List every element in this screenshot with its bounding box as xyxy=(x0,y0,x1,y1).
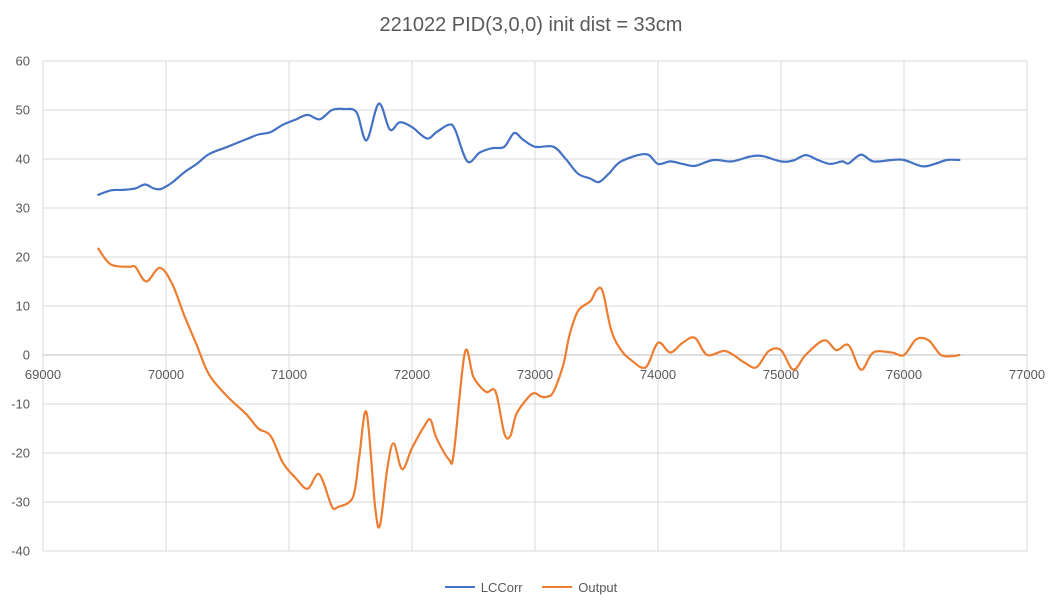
legend-item-lccorr: LCCorr xyxy=(444,579,523,595)
y-tick-label: -30 xyxy=(11,495,30,510)
y-tick-label: 60 xyxy=(16,54,30,69)
series-line-lccorr xyxy=(97,102,961,196)
tick-labels: -40 -30 -20 -10 0 10 20 30 40 50 60 69000 70000 71000… xyxy=(11,54,1045,559)
y-tick-label: -10 xyxy=(11,397,30,412)
x-tick-label: 70000 xyxy=(148,367,184,382)
legend-swatch-output xyxy=(542,586,573,588)
legend: LCCorr Output xyxy=(0,576,1062,595)
x-tick-label: 76000 xyxy=(886,367,922,382)
legend-label-output: Output xyxy=(578,579,618,595)
series-line-output xyxy=(97,247,961,529)
y-tick-label: 0 xyxy=(23,348,30,363)
x-tick-label: 75000 xyxy=(763,367,799,382)
y-tick-label: 20 xyxy=(16,250,30,265)
x-tick-label: 73000 xyxy=(517,367,553,382)
x-tick-label: 74000 xyxy=(640,367,676,382)
legend-item-output: Output xyxy=(542,580,617,595)
legend-label-lccorr: LCCorr xyxy=(480,579,523,595)
grid-lines xyxy=(42,60,1028,552)
chart-title: 221022 PID(3,0,0) init dist = 33cm xyxy=(379,14,683,36)
y-tick-label: -40 xyxy=(11,544,30,559)
y-tick-label: -20 xyxy=(11,446,30,461)
y-tick-label: 40 xyxy=(16,152,30,167)
x-tick-label: 69000 xyxy=(25,367,61,382)
x-tick-label: 71000 xyxy=(271,367,307,382)
x-tick-label: 72000 xyxy=(394,367,430,382)
y-tick-label: 50 xyxy=(16,103,30,118)
legend-swatch-lccorr xyxy=(444,586,475,588)
x-tick-label: 77000 xyxy=(1009,367,1045,382)
y-tick-label: 10 xyxy=(16,299,30,314)
series-lines xyxy=(97,102,961,529)
y-tick-label: 30 xyxy=(16,201,30,216)
